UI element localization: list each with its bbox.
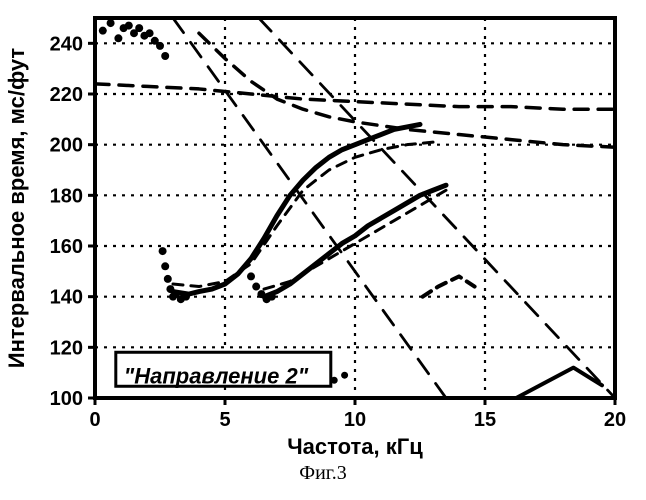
series-mid-dip-scatter bbox=[268, 293, 276, 301]
series-dip-scatter bbox=[159, 247, 167, 255]
y-tick-label: 200 bbox=[50, 135, 83, 157]
series-top-left-scatter bbox=[99, 27, 107, 35]
x-tick-label: 20 bbox=[604, 409, 626, 431]
y-tick-label: 120 bbox=[50, 337, 83, 359]
y-axis-label: Интервальное время, мс/фут bbox=[4, 48, 29, 369]
series-ann-dots bbox=[341, 372, 348, 379]
series-top-left-scatter bbox=[146, 29, 154, 37]
series-top-left-scatter bbox=[114, 34, 122, 42]
y-tick-label: 220 bbox=[50, 84, 83, 106]
y-tick-label: 240 bbox=[50, 33, 83, 55]
series-top-left-scatter bbox=[107, 19, 115, 27]
series-dip-scatter bbox=[164, 275, 172, 283]
chart-svg: 0 5 10 15 20 100 120 140 160 180 200 220 240 Частота,… bbox=[0, 0, 646, 460]
x-tick-label: 5 bbox=[219, 409, 230, 431]
annotation-text: "Направление 2" bbox=[124, 363, 309, 388]
series-dip-scatter bbox=[161, 262, 169, 270]
y-tick-label: 160 bbox=[50, 236, 83, 258]
x-axis-label: Частота, кГц bbox=[287, 434, 423, 459]
series-mid-dip-scatter bbox=[247, 272, 255, 280]
series-top-left-scatter bbox=[125, 22, 133, 30]
y-tick-label: 140 bbox=[50, 287, 83, 309]
x-tick-label: 0 bbox=[89, 409, 100, 431]
figure-caption: Фиг.3 bbox=[0, 462, 646, 485]
series-dip-scatter bbox=[182, 293, 190, 301]
x-tick-label: 10 bbox=[344, 409, 366, 431]
series-top-left-scatter bbox=[135, 24, 143, 32]
y-tick-label: 100 bbox=[50, 388, 83, 410]
x-tick-label: 15 bbox=[474, 409, 496, 431]
series-top-left-scatter bbox=[156, 42, 164, 50]
y-tick-label: 180 bbox=[50, 185, 83, 207]
figure-container: 0 5 10 15 20 100 120 140 160 180 200 220 240 Частота,… bbox=[0, 0, 646, 500]
series-mid-dip-scatter bbox=[252, 283, 260, 291]
series-top-left-scatter bbox=[161, 52, 169, 60]
